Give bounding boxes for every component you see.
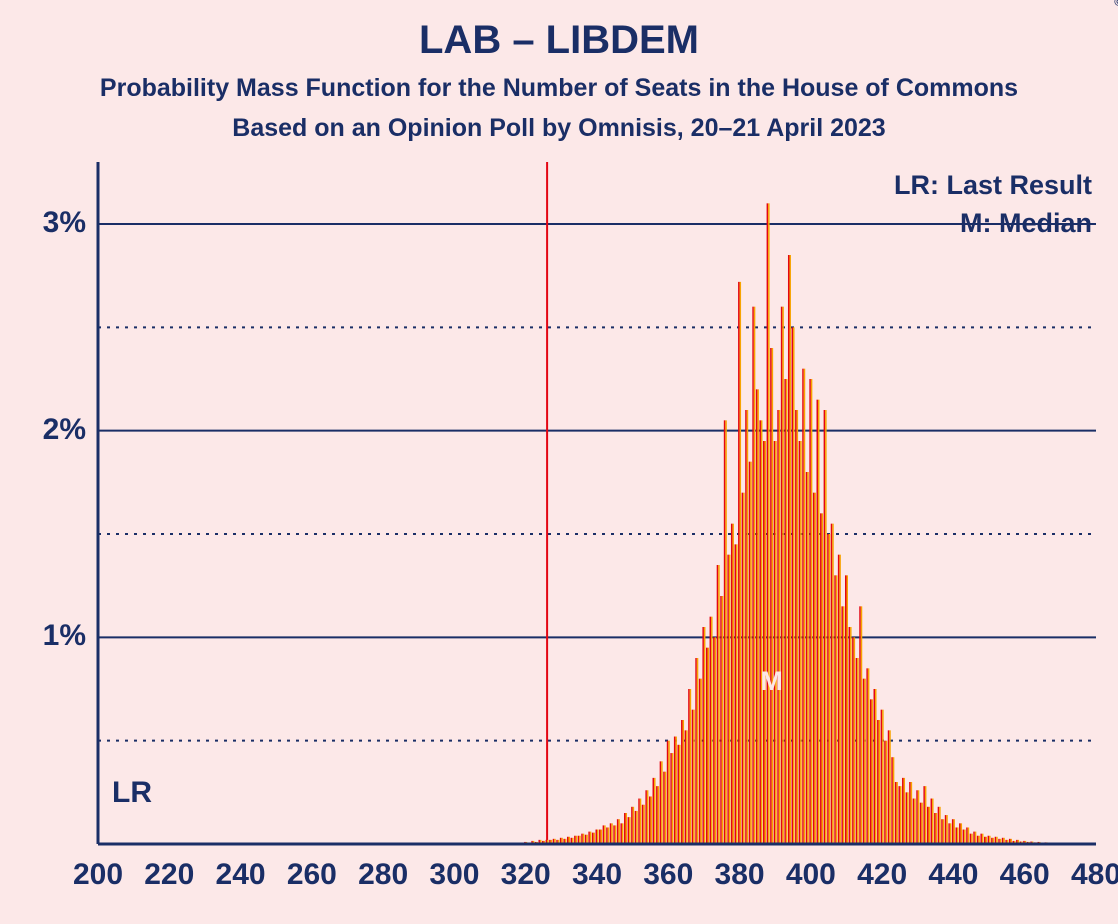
y-tick-label: 1% bbox=[43, 619, 86, 653]
x-tick-label: 480 bbox=[1066, 858, 1118, 892]
legend-last-result: LR: Last Result bbox=[894, 170, 1092, 201]
lr-label: LR bbox=[112, 776, 152, 810]
x-tick-label: 400 bbox=[781, 858, 841, 892]
plot-area bbox=[0, 0, 1118, 924]
x-tick-label: 280 bbox=[353, 858, 413, 892]
chart-stage: LAB – LIBDEM Probability Mass Function f… bbox=[0, 0, 1118, 924]
x-tick-label: 380 bbox=[710, 858, 770, 892]
x-tick-label: 200 bbox=[68, 858, 128, 892]
x-tick-label: 360 bbox=[638, 858, 698, 892]
median-label: M bbox=[757, 666, 787, 697]
x-tick-label: 320 bbox=[496, 858, 556, 892]
x-tick-label: 440 bbox=[923, 858, 983, 892]
x-tick-label: 240 bbox=[211, 858, 271, 892]
y-tick-label: 3% bbox=[43, 206, 86, 240]
legend-median: M: Median bbox=[960, 208, 1092, 239]
x-tick-label: 300 bbox=[424, 858, 484, 892]
x-tick-label: 260 bbox=[282, 858, 342, 892]
y-tick-label: 2% bbox=[43, 413, 86, 447]
x-tick-label: 420 bbox=[852, 858, 912, 892]
x-tick-label: 460 bbox=[995, 858, 1055, 892]
x-tick-label: 220 bbox=[139, 858, 199, 892]
x-tick-label: 340 bbox=[567, 858, 627, 892]
